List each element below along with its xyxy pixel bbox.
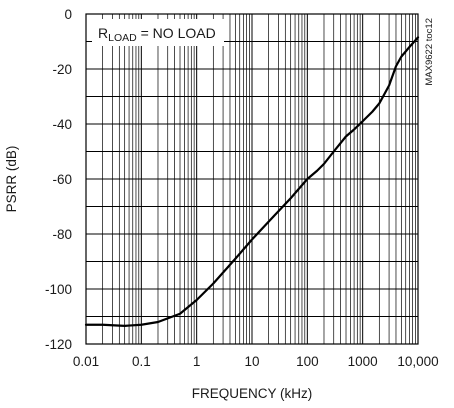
x-tick-label: 0.1 [132,354,151,369]
legend-suffix: = NO LOAD [137,25,216,41]
legend-background [92,19,224,46]
y-tick-label: -100 [45,282,72,297]
legend-prefix: R [98,25,108,41]
x-tick-label: 0.01 [73,354,99,369]
y-tick-label: -120 [45,337,72,352]
plot-frame [85,13,419,345]
x-tick-labels: 0.01 0.1 1 10 100 1000 10,000 [73,354,439,369]
y-tick-labels: 0 -20 -40 -60 -80 -100 -120 [45,7,72,352]
y-tick-label: -80 [52,227,72,242]
y-tick-label: -60 [52,172,72,187]
x-axis-label: FREQUENCY (kHz) [192,386,313,401]
x-tick-label: 10 [244,354,259,369]
legend-subscript: LOAD [108,32,137,44]
y-tick-label: -20 [52,62,72,77]
legend-box: RLOAD = NO LOAD [92,19,224,46]
y-tick-label: 0 [64,7,72,22]
x-tick-label: 10,000 [397,354,438,369]
psrr-curve [84,36,420,327]
series-layer [84,36,420,327]
legend-annotation: RLOAD = NO LOAD [98,25,216,44]
major-grid [85,13,419,345]
figure-code-label: MAX9622 toc12 [424,18,435,86]
x-tick-label: 1000 [348,354,378,369]
x-tick-label: 100 [296,354,319,369]
y-axis-label: PSRR (dB) [4,146,19,213]
y-tick-label: -40 [52,117,72,132]
x-tick-label: 1 [193,354,201,369]
